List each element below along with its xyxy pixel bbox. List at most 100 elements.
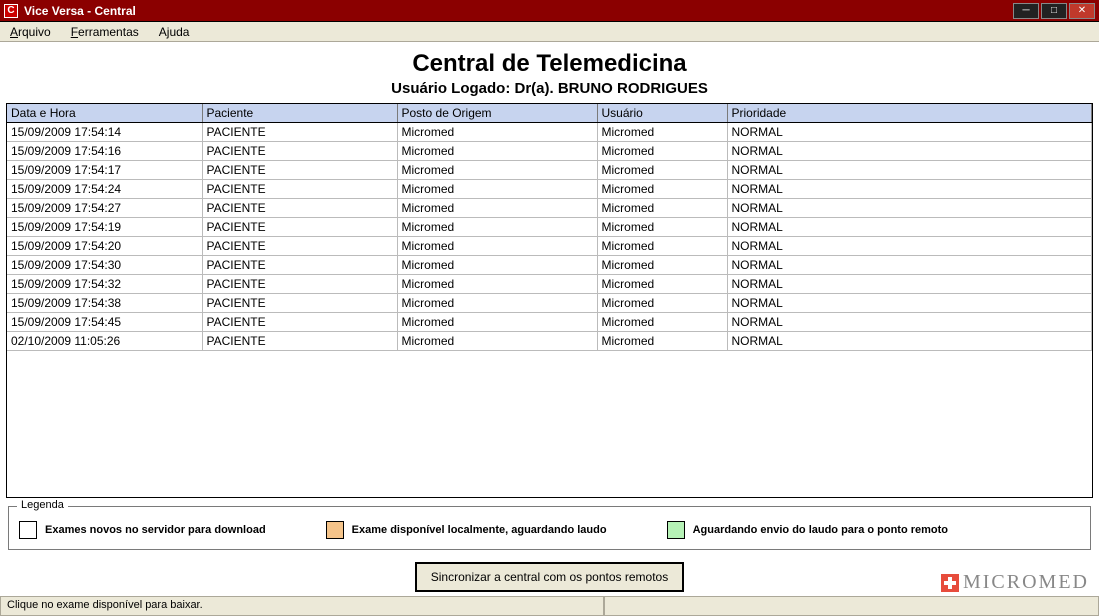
table-cell: Micromed bbox=[597, 199, 727, 218]
maximize-button[interactable]: □ bbox=[1041, 3, 1067, 19]
table-cell: NORMAL bbox=[727, 123, 1092, 142]
status-empty bbox=[604, 597, 1099, 616]
menubar: Arquivo Ferramentas Ajuda bbox=[0, 22, 1099, 42]
table-cell: Micromed bbox=[397, 332, 597, 351]
table-cell: Micromed bbox=[397, 294, 597, 313]
table-row[interactable]: 15/09/2009 17:54:30PACIENTEMicromedMicro… bbox=[7, 256, 1092, 275]
table-cell: PACIENTE bbox=[202, 332, 397, 351]
user-heading: Usuário Logado: Dr(a). BRUNO RODRIGUES bbox=[6, 80, 1093, 97]
sync-button[interactable]: Sincronizar a central com os pontos remo… bbox=[415, 562, 684, 592]
table-cell: Micromed bbox=[597, 123, 727, 142]
table-cell: Micromed bbox=[397, 142, 597, 161]
table-cell: Micromed bbox=[397, 123, 597, 142]
menu-ferramentas[interactable]: Ferramentas bbox=[61, 23, 149, 41]
table-cell: 15/09/2009 17:54:27 bbox=[7, 199, 202, 218]
table-cell: NORMAL bbox=[727, 294, 1092, 313]
table-cell: 15/09/2009 17:54:16 bbox=[7, 142, 202, 161]
app-icon: C bbox=[4, 4, 18, 18]
table-cell: Micromed bbox=[597, 142, 727, 161]
table-cell: PACIENTE bbox=[202, 142, 397, 161]
table-cell: Micromed bbox=[597, 332, 727, 351]
table-cell: 15/09/2009 17:54:19 bbox=[7, 218, 202, 237]
column-header[interactable]: Paciente bbox=[202, 104, 397, 123]
legend-title: Legenda bbox=[17, 499, 68, 511]
table-row[interactable]: 15/09/2009 17:54:27PACIENTEMicromedMicro… bbox=[7, 199, 1092, 218]
table-cell: Micromed bbox=[597, 294, 727, 313]
brand-logo: MICROMED bbox=[941, 571, 1089, 594]
column-header[interactable]: Posto de Origem bbox=[397, 104, 597, 123]
table-cell: Micromed bbox=[597, 161, 727, 180]
table-cell: Micromed bbox=[597, 218, 727, 237]
menu-arquivo[interactable]: Arquivo bbox=[0, 23, 61, 41]
table-row[interactable]: 02/10/2009 11:05:26PACIENTEMicromedMicro… bbox=[7, 332, 1092, 351]
table-cell: PACIENTE bbox=[202, 294, 397, 313]
table-row[interactable]: 15/09/2009 17:54:45PACIENTEMicromedMicro… bbox=[7, 313, 1092, 332]
table-cell: PACIENTE bbox=[202, 123, 397, 142]
minimize-button[interactable]: ─ bbox=[1013, 3, 1039, 19]
table-cell: PACIENTE bbox=[202, 256, 397, 275]
table-cell: Micromed bbox=[397, 161, 597, 180]
column-header[interactable]: Data e Hora bbox=[7, 104, 202, 123]
table-cell: 15/09/2009 17:54:30 bbox=[7, 256, 202, 275]
table-cell: PACIENTE bbox=[202, 180, 397, 199]
menu-ajuda[interactable]: Ajuda bbox=[149, 23, 200, 41]
table-row[interactable]: 15/09/2009 17:54:16PACIENTEMicromedMicro… bbox=[7, 142, 1092, 161]
legend-box: Legenda Exames novos no servidor para do… bbox=[8, 506, 1091, 550]
table-cell: NORMAL bbox=[727, 237, 1092, 256]
table-cell: PACIENTE bbox=[202, 218, 397, 237]
statusbar: Clique no exame disponível para baixar. bbox=[0, 596, 1099, 616]
table-cell: Micromed bbox=[597, 313, 727, 332]
table-row[interactable]: 15/09/2009 17:54:32PACIENTEMicromedMicro… bbox=[7, 275, 1092, 294]
table-cell: NORMAL bbox=[727, 142, 1092, 161]
table-cell: Micromed bbox=[397, 218, 597, 237]
table-cell: NORMAL bbox=[727, 180, 1092, 199]
legend-swatch bbox=[667, 521, 685, 539]
table-cell: Micromed bbox=[597, 275, 727, 294]
table-cell: Micromed bbox=[397, 275, 597, 294]
legend-item: Exames novos no servidor para download bbox=[19, 521, 266, 539]
table-cell: Micromed bbox=[597, 256, 727, 275]
main-content: Central de Telemedicina Usuário Logado: … bbox=[0, 42, 1099, 596]
table-row[interactable]: 15/09/2009 17:54:14PACIENTEMicromedMicro… bbox=[7, 123, 1092, 142]
legend-label: Exames novos no servidor para download bbox=[45, 524, 266, 536]
column-header[interactable]: Usuário bbox=[597, 104, 727, 123]
table-cell: PACIENTE bbox=[202, 313, 397, 332]
table-cell: NORMAL bbox=[727, 313, 1092, 332]
brand-name: MICROMED bbox=[963, 571, 1089, 594]
window-title: Vice Versa - Central bbox=[24, 4, 1013, 18]
exams-table-wrapper[interactable]: Data e HoraPacientePosto de OrigemUsuári… bbox=[6, 103, 1093, 498]
legend-label: Exame disponível localmente, aguardando … bbox=[352, 524, 607, 536]
table-cell: 15/09/2009 17:54:14 bbox=[7, 123, 202, 142]
table-cell: Micromed bbox=[397, 199, 597, 218]
table-cell: 15/09/2009 17:54:17 bbox=[7, 161, 202, 180]
legend-swatch bbox=[19, 521, 37, 539]
close-button[interactable]: ✕ bbox=[1069, 3, 1095, 19]
table-row[interactable]: 15/09/2009 17:54:24PACIENTEMicromedMicro… bbox=[7, 180, 1092, 199]
table-cell: 15/09/2009 17:54:38 bbox=[7, 294, 202, 313]
table-header: Data e HoraPacientePosto de OrigemUsuári… bbox=[7, 104, 1092, 123]
table-cell: PACIENTE bbox=[202, 199, 397, 218]
table-cell: PACIENTE bbox=[202, 275, 397, 294]
page-title: Central de Telemedicina bbox=[6, 50, 1093, 78]
table-cell: 15/09/2009 17:54:20 bbox=[7, 237, 202, 256]
cross-icon bbox=[941, 574, 959, 592]
legend-swatch bbox=[326, 521, 344, 539]
table-cell: NORMAL bbox=[727, 256, 1092, 275]
legend-item: Aguardando envio do laudo para o ponto r… bbox=[667, 521, 948, 539]
table-row[interactable]: 15/09/2009 17:54:38PACIENTEMicromedMicro… bbox=[7, 294, 1092, 313]
table-cell: Micromed bbox=[597, 180, 727, 199]
legend-label: Aguardando envio do laudo para o ponto r… bbox=[693, 524, 948, 536]
table-cell: NORMAL bbox=[727, 275, 1092, 294]
table-cell: NORMAL bbox=[727, 161, 1092, 180]
bottom-bar: Sincronizar a central com os pontos remo… bbox=[6, 558, 1093, 596]
table-row[interactable]: 15/09/2009 17:54:19PACIENTEMicromedMicro… bbox=[7, 218, 1092, 237]
table-cell: 15/09/2009 17:54:32 bbox=[7, 275, 202, 294]
table-row[interactable]: 15/09/2009 17:54:20PACIENTEMicromedMicro… bbox=[7, 237, 1092, 256]
column-header[interactable]: Prioridade bbox=[727, 104, 1092, 123]
table-cell: 15/09/2009 17:54:45 bbox=[7, 313, 202, 332]
table-cell: PACIENTE bbox=[202, 237, 397, 256]
table-row[interactable]: 15/09/2009 17:54:17PACIENTEMicromedMicro… bbox=[7, 161, 1092, 180]
table-cell: Micromed bbox=[397, 180, 597, 199]
table-cell: Micromed bbox=[397, 256, 597, 275]
titlebar: C Vice Versa - Central ─ □ ✕ bbox=[0, 0, 1099, 22]
